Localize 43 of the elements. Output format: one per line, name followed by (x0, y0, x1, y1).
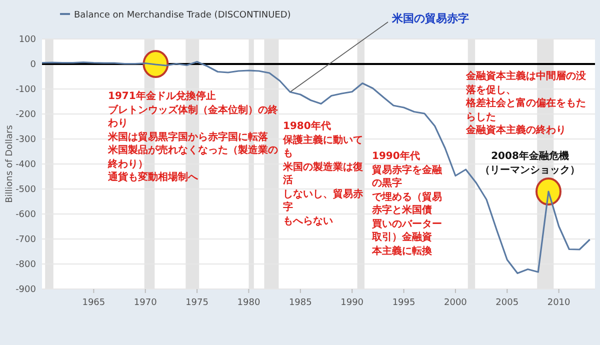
annotation: 2008年金融危機 (490, 150, 570, 164)
y-tick-label: -500 (16, 185, 36, 195)
x-tick-label: 1990 (340, 298, 364, 308)
annotation: 貿易赤字を金融の黒字 (372, 164, 443, 190)
y-axis-title: Billions of Dollars (5, 124, 15, 203)
y-tick-label: -900 (16, 285, 36, 295)
annotation: 米国製品が売れなくなった（製造業の終わり） (108, 144, 278, 171)
annotation: しないし、貿易赤字 (283, 188, 364, 214)
annotation: で埋める（貿易赤字と米国債 (372, 190, 443, 218)
annotation: 米国は貿易黒字国から赤字国に転落 (108, 130, 269, 144)
annotation: 米国の製造業は復活 (283, 160, 364, 188)
y-tick-label: -800 (16, 260, 36, 270)
x-tick-label: 2005 (496, 298, 519, 308)
annotation: 本主義に転換 (372, 244, 433, 258)
y-tick-label: -700 (16, 235, 36, 245)
y-tick-label: -200 (16, 110, 36, 120)
annotation: （リーマンショック） (479, 164, 581, 177)
annotation: 格差社会と富の偏在をもたらした (466, 97, 587, 124)
x-tick-label: 1965 (82, 298, 106, 308)
x-tick-label: 1980 (237, 298, 260, 308)
annotation: 通貨も変動相場制へ (108, 171, 199, 184)
y-tick-label: 0 (30, 60, 36, 70)
x-tick-label: 1985 (288, 298, 312, 308)
y-tick-label: -600 (16, 210, 36, 220)
annotation: もへらない (283, 214, 334, 228)
annotation: 金融資本主義は中間層の没落を促し、 (466, 70, 587, 97)
y-tick-label: -100 (16, 85, 36, 95)
x-tick-label: 2010 (547, 298, 571, 308)
annotation: 1980年代 (283, 120, 332, 134)
annotation: 米国の貿易赤字 (392, 12, 470, 27)
annotation: 1971年金ドル兌換停止 (108, 90, 217, 104)
annotation: ブレトンウッズ体制（金本位制）の終わり (108, 104, 278, 130)
annotation: 買いのバーター取引）金融資 (372, 218, 443, 244)
x-tick-label: 1975 (186, 298, 208, 308)
annotation: 1990年代 (372, 150, 421, 164)
annotation: 保護主義に動いても (283, 134, 364, 160)
y-tick-label: -400 (16, 160, 36, 170)
x-tick-label: 1995 (392, 298, 416, 308)
annotation: 金融資本主義の終わり (466, 124, 567, 138)
y-tick-label: -300 (16, 135, 36, 145)
x-tick-label: 1970 (134, 298, 158, 308)
x-tick-label: 2000 (444, 298, 468, 308)
y-tick-label: 100 (18, 35, 36, 45)
